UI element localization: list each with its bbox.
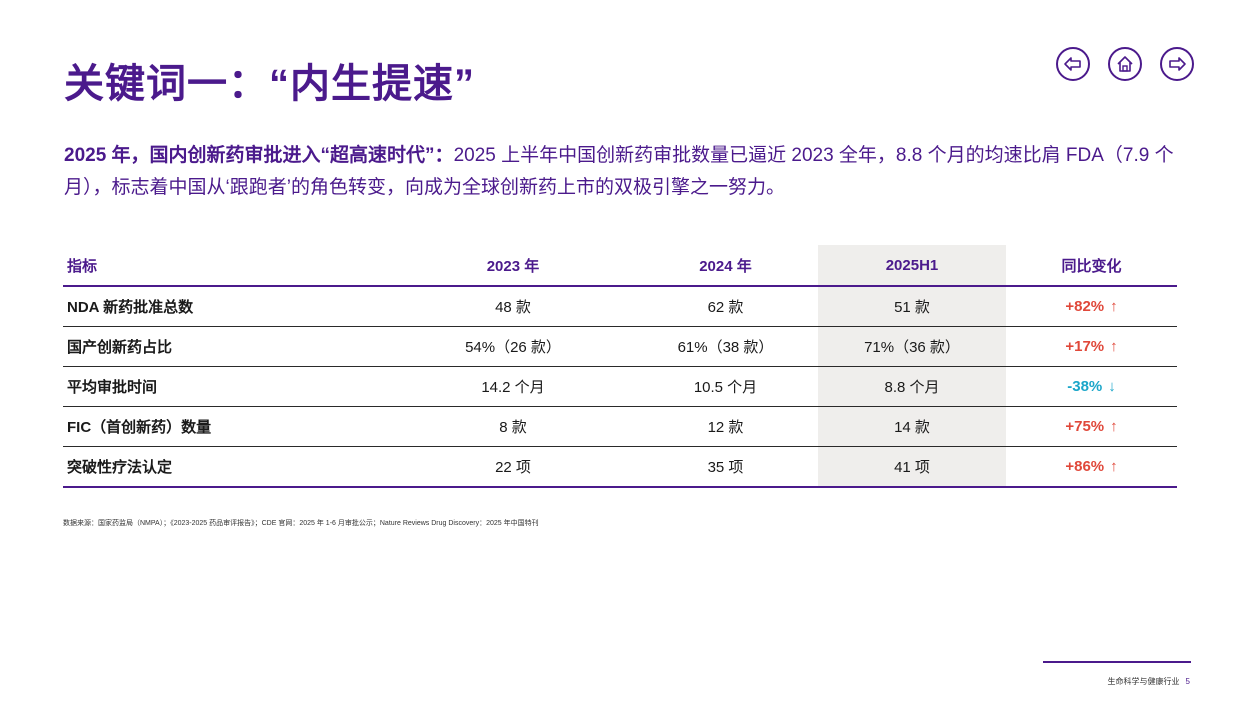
value-2025h1: 8.8 个月 (818, 366, 1006, 407)
value-2025h1: 51 款 (818, 286, 1006, 327)
arrow-up-icon: ↑ (1110, 298, 1118, 315)
change-cell: -38% ↓ (1006, 366, 1177, 407)
page-number: 5 (1185, 677, 1190, 686)
value-2023: 54%（26 款） (393, 326, 633, 367)
header-2024: 2024 年 (633, 245, 818, 287)
value-2023: 8 款 (393, 406, 633, 447)
change-value: -38% (1067, 378, 1103, 395)
value-2025h1: 41 项 (818, 446, 1006, 488)
table-header-row: 指标 2023 年 2024 年 2025H1 同比变化 (63, 245, 1177, 287)
header-2023: 2023 年 (393, 245, 633, 287)
metric-cell: NDA 新药批准总数 (63, 286, 393, 327)
metric-cell: FIC（首创新药）数量 (63, 406, 393, 447)
change-cell: +17% ↑ (1006, 326, 1177, 367)
arrow-up-icon: ↑ (1110, 338, 1118, 355)
table-row: FIC（首创新药）数量 8 款 12 款 14 款 +75% ↑ (63, 406, 1177, 447)
arrow-right-icon (1169, 57, 1186, 71)
header-2025h1: 2025H1 (818, 245, 1006, 287)
value-2023: 48 款 (393, 286, 633, 327)
table-row: 平均审批时间 14.2 个月 10.5 个月 8.8 个月 -38% ↓ (63, 366, 1177, 407)
change-cell: +86% ↑ (1006, 446, 1177, 488)
change-value: +17% (1065, 338, 1105, 355)
change-value: +75% (1065, 418, 1105, 435)
next-button[interactable] (1160, 47, 1194, 81)
table-row: 突破性疗法认定 22 项 35 项 41 项 +86% ↑ (63, 446, 1177, 488)
value-2024: 62 款 (633, 286, 818, 327)
table-row: 国产创新药占比 54%（26 款） 61%（38 款） 71%（36 款） +1… (63, 326, 1177, 367)
footer: 生命科学与健康行业 5 (1080, 676, 1190, 687)
previous-button[interactable] (1056, 47, 1090, 81)
change-cell: +75% ↑ (1006, 406, 1177, 447)
arrow-down-icon: ↓ (1108, 378, 1116, 395)
change-value: +86% (1065, 458, 1105, 475)
footer-section-label: 生命科学与健康行业 (1107, 677, 1180, 686)
value-2024: 12 款 (633, 406, 818, 447)
value-2023: 14.2 个月 (393, 366, 633, 407)
intro-paragraph: 2025 年，国内创新药审批进入“超高速时代”：2025 上半年中国创新药审批数… (64, 140, 1184, 204)
intro-body: 2025 上半年中国创新药审批数量已逼近 2023 全年，8.8 个月的均速比肩… (64, 145, 1174, 198)
page-title: 关键词一：“内生提速” (64, 62, 475, 106)
table-row: NDA 新药批准总数 48 款 62 款 51 款 +82% ↑ (63, 286, 1177, 327)
value-2023: 22 项 (393, 446, 633, 488)
change-value: +82% (1065, 298, 1105, 315)
metrics-table: 指标 2023 年 2024 年 2025H1 同比变化 NDA 新药批准总数 … (63, 245, 1177, 488)
slide-navigation (1056, 47, 1194, 81)
intro-lead: 2025 年，国内创新药审批进入“超高速时代”： (64, 145, 454, 166)
footer-divider (1043, 661, 1191, 663)
home-icon (1117, 56, 1133, 72)
value-2024: 61%（38 款） (633, 326, 818, 367)
arrow-up-icon: ↑ (1110, 458, 1118, 475)
value-2024: 10.5 个月 (633, 366, 818, 407)
metric-cell: 平均审批时间 (63, 366, 393, 407)
arrow-up-icon: ↑ (1110, 418, 1118, 435)
value-2024: 35 项 (633, 446, 818, 488)
metric-cell: 突破性疗法认定 (63, 446, 393, 488)
header-metric: 指标 (63, 245, 393, 287)
data-source-note: 数据来源：国家药监局（NMPA）；《2023-2025 药品审评报告》；CDE … (63, 520, 539, 527)
home-button[interactable] (1108, 47, 1142, 81)
value-2025h1: 14 款 (818, 406, 1006, 447)
metric-cell: 国产创新药占比 (63, 326, 393, 367)
change-cell: +82% ↑ (1006, 286, 1177, 327)
arrow-left-icon (1064, 57, 1081, 71)
header-yoy-change: 同比变化 (1006, 245, 1177, 287)
value-2025h1: 71%（36 款） (818, 326, 1006, 367)
